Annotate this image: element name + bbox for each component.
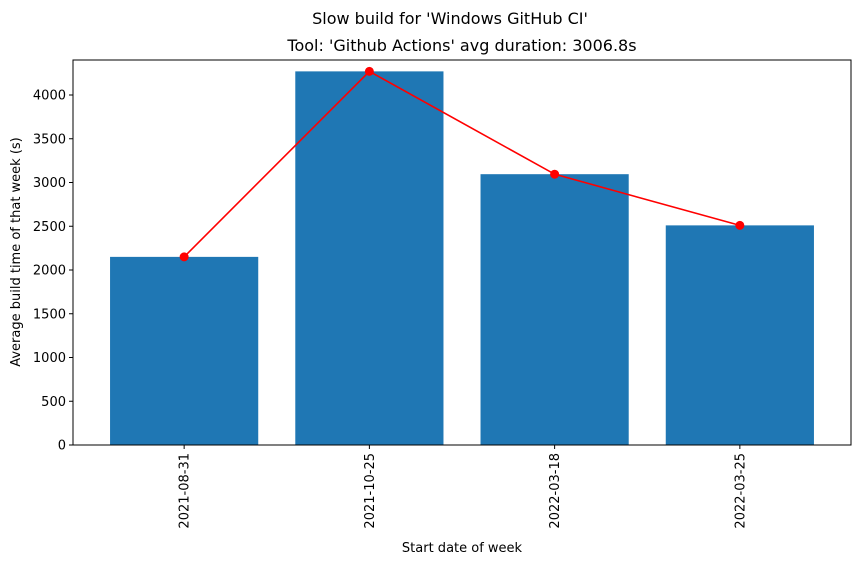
- y-tick-label: 3500: [33, 132, 66, 147]
- y-tick-label: 2000: [33, 264, 66, 279]
- chart-suptitle: Slow build for 'Windows GitHub CI': [312, 9, 588, 28]
- y-tick-label: 3000: [33, 176, 66, 191]
- y-axis-label: Average build time of that week (s): [9, 137, 24, 367]
- y-tick-label: 0: [58, 439, 66, 454]
- bar-2022-03-25: [665, 225, 814, 445]
- trend-point-2022-03-25: [735, 220, 745, 230]
- bar-2021-08-31: [110, 256, 259, 445]
- y-tick-label: 500: [41, 395, 66, 410]
- plot-area: 0 500 1000 1500 2000 2500 3000 3500 4000 2021-08-…: [33, 59, 852, 529]
- x-tick-label: 2022-03-18: [548, 453, 563, 529]
- y-tick-label: 1500: [33, 307, 66, 322]
- axes-frame: [72, 59, 852, 446]
- bar-2022-03-18: [480, 174, 629, 445]
- trend-point-2022-03-18: [550, 169, 560, 179]
- x-axis-label: Start date of week: [402, 541, 523, 556]
- y-tick-label: 4000: [33, 89, 66, 104]
- chart-title: Tool: 'Github Actions' avg duration: 300…: [286, 36, 636, 55]
- x-tick-label: 2022-03-25: [733, 453, 748, 529]
- x-tick-label: 2021-10-25: [363, 453, 378, 529]
- trend-point-2021-08-31: [179, 252, 189, 262]
- y-tick-label: 2500: [33, 220, 66, 235]
- trend-point-2021-10-25: [364, 66, 374, 76]
- trend-line: [183, 70, 741, 258]
- y-tick-label: 1000: [33, 351, 66, 366]
- x-tick-label: 2021-08-31: [178, 453, 193, 529]
- bar-2021-10-25: [295, 71, 444, 445]
